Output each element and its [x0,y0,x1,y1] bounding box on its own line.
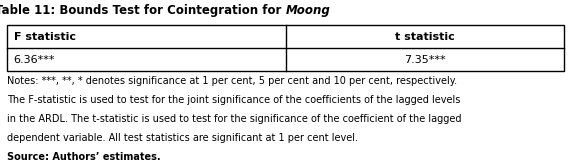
Text: 6.36***: 6.36*** [14,55,55,65]
Text: in the ARDL. The t-statistic is used to test for the significance of the coeffic: in the ARDL. The t-statistic is used to … [7,114,461,124]
Bar [7,25,564,71]
Text: F statistic: F statistic [14,32,76,42]
Text: Notes: ***, **, * denotes significance at 1 per cent, 5 per cent and 10 per cent: Notes: ***, **, * denotes significance a… [7,76,457,86]
Text: 7.35***: 7.35*** [404,55,445,65]
Text: The F-statistic is used to test for the joint significance of the coefficients o: The F-statistic is used to test for the … [7,95,460,105]
Text: dependent variable. All test statistics are significant at 1 per cent level.: dependent variable. All test statistics … [7,133,358,143]
Text: Moong: Moong [286,4,330,17]
Text: Table 11: Bounds Test for Cointegration for: Table 11: Bounds Test for Cointegration … [0,4,286,17]
Text: t statistic: t statistic [395,32,455,42]
Text: Source: Authors’ estimates.: Source: Authors’ estimates. [7,152,160,162]
